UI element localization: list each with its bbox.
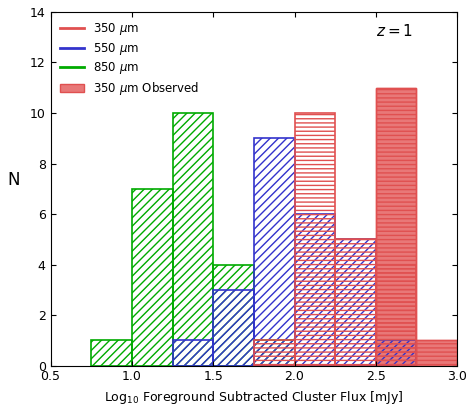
Legend: 350 $\mu$m, 550 $\mu$m, 850 $\mu$m, 350 $\mu$m Observed: 350 $\mu$m, 550 $\mu$m, 850 $\mu$m, 350 … — [56, 18, 203, 100]
Bar — [213, 265, 254, 366]
Bar — [132, 189, 173, 366]
Bar — [376, 340, 417, 366]
Bar — [335, 239, 376, 366]
Bar — [294, 214, 335, 366]
X-axis label: Log$_{10}$ Foreground Subtracted Cluster Flux [mJy]: Log$_{10}$ Foreground Subtracted Cluster… — [104, 389, 403, 406]
Bar — [335, 239, 376, 366]
Bar — [376, 265, 417, 366]
Bar — [254, 340, 294, 366]
Text: $z = 1$: $z = 1$ — [376, 23, 413, 38]
Bar — [376, 88, 417, 366]
Bar — [254, 138, 294, 366]
Bar — [376, 88, 417, 366]
Bar — [417, 340, 457, 366]
Bar — [417, 340, 457, 366]
Bar — [213, 290, 254, 366]
Bar — [294, 113, 335, 366]
Bar — [254, 340, 294, 366]
Y-axis label: N: N — [7, 171, 19, 189]
Bar — [173, 340, 213, 366]
Bar — [173, 113, 213, 366]
Bar — [91, 340, 132, 366]
